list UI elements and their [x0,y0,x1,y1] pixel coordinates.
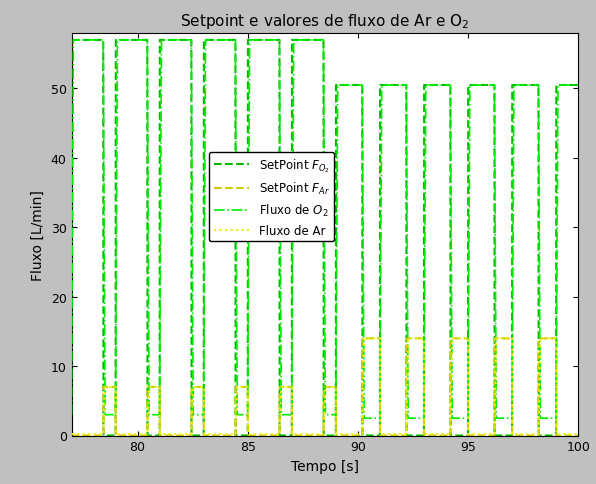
Fluxo de $O_2$ [316,38,324,44]
Fluxo de $O_2$ [70,38,77,44]
Fluxo de Ar [376,336,383,342]
Line: SetPoint $F_{O_2}$: SetPoint $F_{O_2}$ [72,41,596,436]
SetPoint $F_{Ar}$ [471,433,478,439]
SetPoint $F_{Ar}$ [68,433,75,439]
SetPoint $F_{O_2}$ [86,38,94,44]
Fluxo de Ar [361,336,368,342]
SetPoint $F_{O_2}$ [68,38,75,44]
SetPoint $F_{O_2}$ [390,83,398,89]
Fluxo de $O_2$ [376,415,383,421]
Y-axis label: Fluxo [L/min]: Fluxo [L/min] [31,189,45,280]
Fluxo de Ar [316,431,324,437]
X-axis label: Tempo [s]: Tempo [s] [291,459,359,473]
Fluxo de $O_2$ [68,412,75,418]
SetPoint $F_{Ar}$ [271,433,278,439]
SetPoint $F_{Ar}$ [359,336,366,342]
Legend: SetPoint $F_{O_2}$, SetPoint $F_{Ar}$, Fluxo de $O_2$, Fluxo de Ar: SetPoint $F_{O_2}$, SetPoint $F_{Ar}$, F… [209,152,334,242]
SetPoint $F_{O_2}$ [316,38,324,44]
SetPoint $F_{Ar}$ [316,433,324,439]
Title: Setpoint e valores de fluxo de Ar e O$_2$: Setpoint e valores de fluxo de Ar e O$_2… [180,12,470,30]
SetPoint $F_{Ar}$ [86,433,94,439]
Fluxo de $O_2$ [471,83,479,89]
Fluxo de Ar [86,431,94,437]
Line: Fluxo de $O_2$: Fluxo de $O_2$ [72,41,596,418]
Fluxo de Ar [471,431,478,437]
SetPoint $F_{O_2}$ [100,433,107,439]
Fluxo de $O_2$ [271,38,278,44]
SetPoint $F_{Ar}$ [390,433,398,439]
Fluxo de Ar [390,431,398,437]
Line: Fluxo de Ar: Fluxo de Ar [72,339,596,434]
Fluxo de Ar [271,431,278,437]
Fluxo de $O_2$ [86,38,94,44]
SetPoint $F_{Ar}$ [376,336,383,342]
Fluxo de $O_2$ [361,415,368,421]
SetPoint $F_{O_2}$ [376,433,383,439]
Fluxo de Ar [68,431,75,437]
Line: SetPoint $F_{Ar}$: SetPoint $F_{Ar}$ [72,339,596,436]
SetPoint $F_{O_2}$ [271,38,278,44]
Fluxo de $O_2$ [390,83,398,89]
SetPoint $F_{O_2}$ [471,83,478,89]
